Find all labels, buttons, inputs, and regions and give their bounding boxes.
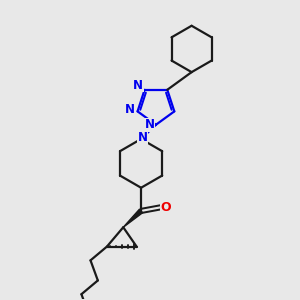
Text: N: N xyxy=(144,118,154,131)
Polygon shape xyxy=(123,209,143,227)
Text: N: N xyxy=(138,131,148,144)
Text: O: O xyxy=(160,201,171,214)
Text: N: N xyxy=(125,103,135,116)
Text: N: N xyxy=(133,79,143,92)
